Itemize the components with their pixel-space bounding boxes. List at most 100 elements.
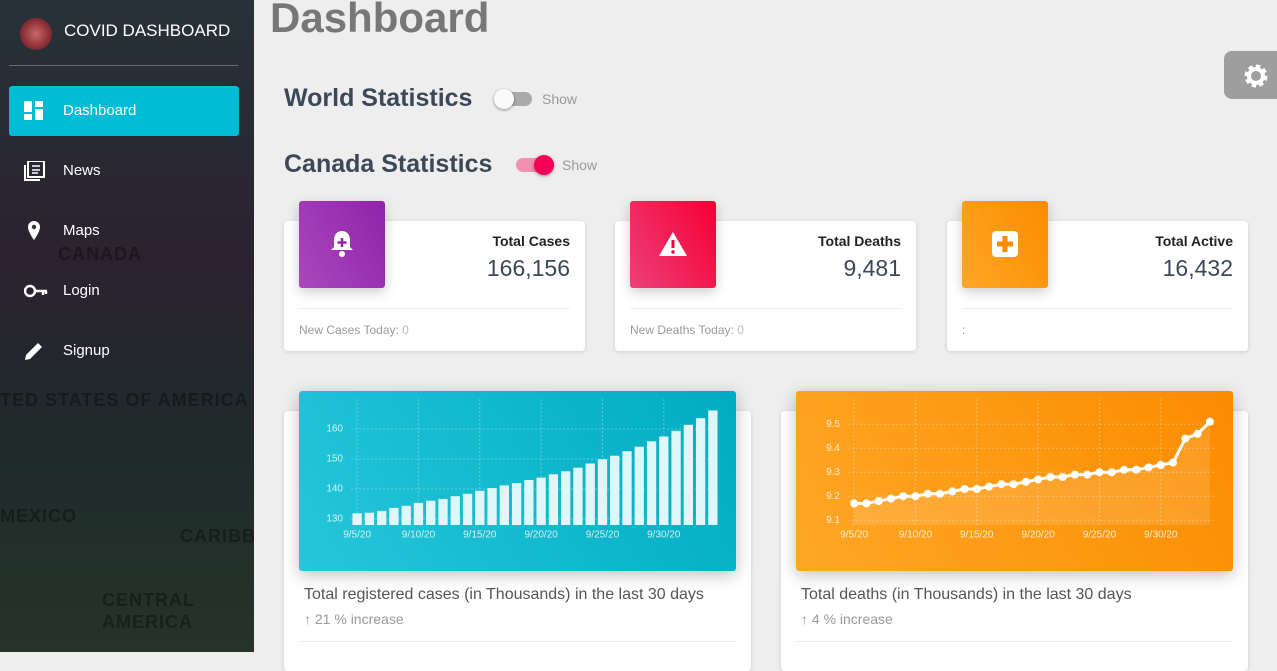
icon (28, 221, 40, 240)
map-label: CARIBB (180, 526, 254, 546)
map-label: CANADA (58, 244, 142, 264)
bar (438, 498, 448, 525)
chart: 9.1 9.2 9.3 9.4 9.5 9/5/20 9/10/20 9/15/20 9/20/… (826, 399, 1216, 541)
bar (499, 485, 509, 525)
bar (450, 496, 460, 525)
point (1034, 475, 1043, 484)
point (1120, 465, 1128, 474)
nav-item[interactable]: Dashboard (9, 86, 239, 136)
bar (352, 513, 362, 525)
point (936, 489, 944, 498)
y-tick-label: 140 (326, 484, 343, 495)
point (1107, 468, 1116, 477)
bar (573, 467, 583, 525)
section-title: World Statistics (284, 84, 473, 112)
stat-card: Total Deaths 9,481 New Deaths Today: 0 (615, 201, 916, 351)
nav-item[interactable]: Maps (9, 206, 239, 256)
point (972, 485, 981, 493)
chart-subtitle: ↑ 4 % increase (801, 611, 893, 627)
nav-label: Dashboard (63, 102, 137, 119)
footer-label: : (962, 323, 966, 337)
y-tick-label: 9.3 (826, 467, 840, 478)
footer-value: 0 (402, 323, 409, 337)
bar (462, 493, 473, 525)
y-tick-label: 130 (326, 514, 343, 525)
point (911, 492, 920, 501)
bar (671, 430, 681, 525)
card-value: 16,432 (1162, 255, 1233, 281)
point (985, 482, 994, 491)
x-tick-label: 9/30/20 (1144, 530, 1178, 541)
bar (597, 459, 608, 525)
map-label: CENTRAL (102, 590, 195, 610)
nav-label: Login (63, 282, 100, 299)
sidebar: CANADA TED STATES OF AMERICA MEXICO CARI… (0, 0, 254, 652)
nav-item[interactable]: News (9, 146, 239, 196)
x-tick-label: 9/5/20 (840, 530, 868, 541)
bar (561, 471, 571, 525)
point (923, 489, 932, 498)
bar (511, 483, 522, 525)
bar (548, 474, 559, 525)
bar (389, 507, 399, 525)
point (1193, 429, 1202, 438)
toggle[interactable] (516, 155, 554, 175)
point (886, 494, 895, 503)
point (997, 480, 1006, 489)
chart-card: 9.1 9.2 9.3 9.4 9.5 9/5/20 9/10/20 9/15/20 9/20/… (781, 391, 1248, 671)
icon (24, 284, 48, 298)
chart: 130 140 150 160 9/5/20 9/10/20 9/15/20 9/20/20 9… (326, 399, 719, 541)
point (1009, 480, 1018, 489)
y-tick-label: 9.2 (826, 491, 840, 502)
bar (426, 500, 436, 525)
increase: 21 % increase (314, 611, 404, 627)
bar (585, 463, 595, 525)
point (1095, 468, 1104, 477)
nav-label: News (63, 162, 101, 179)
separator (796, 641, 1233, 642)
x-tick-label: 9/25/20 (1083, 530, 1117, 541)
card-value: 9,481 (843, 255, 901, 281)
nav-item[interactable]: Signup (9, 326, 239, 376)
separator (9, 65, 238, 66)
stat-card: Total Cases 166,156 New Cases Today: 0 (284, 201, 585, 351)
icon (1244, 64, 1268, 88)
bar (610, 455, 620, 525)
chart-title: Total deaths (in Thousands) in the last … (801, 586, 1132, 603)
chart-title: Total registered cases (in Thousands) in… (304, 586, 704, 603)
increase: 4 % increase (811, 611, 893, 627)
bar (708, 410, 718, 525)
toggle[interactable] (494, 89, 532, 109)
point (874, 497, 883, 505)
footer-label: New Deaths Today: (630, 323, 734, 337)
chart-subtitle: ↑ 21 % increase (304, 611, 404, 627)
bar (659, 436, 669, 525)
x-tick-label: 9/25/20 (586, 530, 620, 541)
settings-button[interactable] (1224, 51, 1277, 99)
x-tick-label: 9/5/20 (343, 530, 371, 541)
bar (364, 512, 375, 525)
chart-card: 130 140 150 160 9/5/20 9/10/20 9/15/20 9/20/20 9… (284, 391, 751, 671)
footer-label: New Cases Today: (299, 323, 399, 337)
chart-header: 9.1 9.2 9.3 9.4 9.5 9/5/20 9/10/20 9/15/20 9/20/… (796, 391, 1233, 571)
point (899, 492, 908, 501)
bar (413, 502, 424, 525)
point (1144, 463, 1153, 472)
point (1156, 461, 1165, 469)
y-tick-label: 9.5 (826, 419, 840, 430)
x-tick-label: 9/15/20 (463, 530, 497, 541)
brand[interactable]: COVID DASHBOARD (64, 21, 231, 40)
nav-item[interactable]: Login (9, 266, 239, 316)
separator (299, 641, 736, 642)
y-tick-label: 150 (326, 454, 343, 465)
bar (646, 441, 657, 525)
card-footer: : (962, 308, 1233, 337)
card-icon (299, 201, 385, 288)
card-value: 166,156 (486, 255, 570, 281)
bar (524, 480, 534, 525)
point (1021, 477, 1030, 486)
card-icon (962, 201, 1048, 288)
point (1181, 434, 1190, 443)
x-tick-label: 9/15/20 (960, 530, 994, 541)
